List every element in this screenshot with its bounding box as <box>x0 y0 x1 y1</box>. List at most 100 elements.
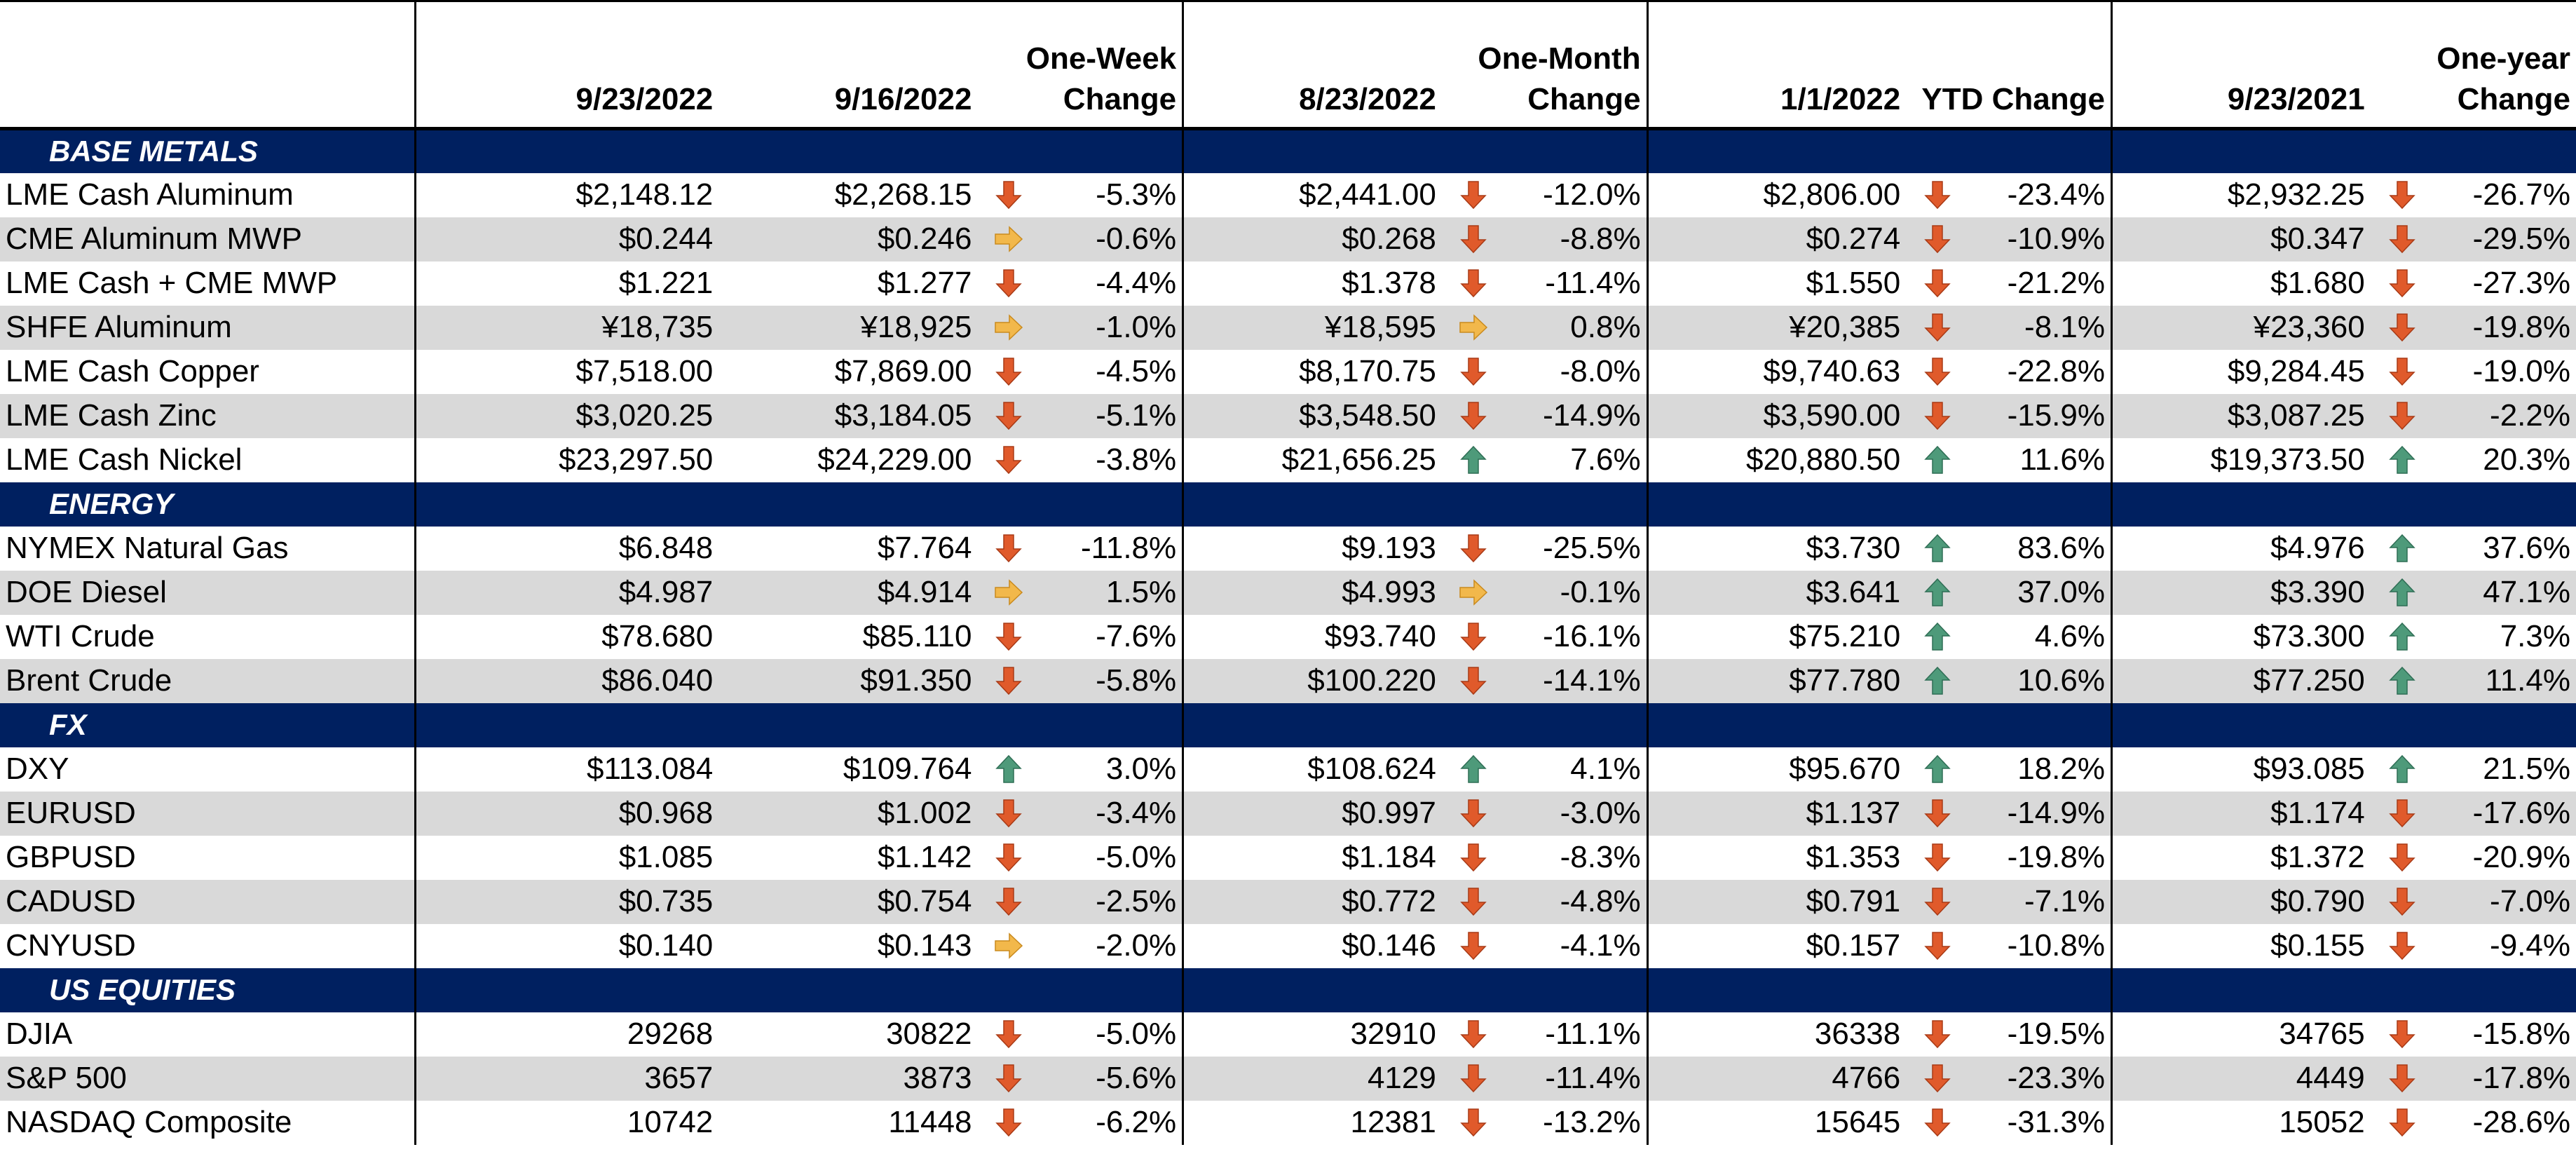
row-label: DJIA <box>6 1017 73 1051</box>
one-year-change: 21.5% <box>2483 752 2570 786</box>
ytd-arrow-icon <box>1906 747 1969 792</box>
value-one-year-ago: $0.155 <box>2110 923 2371 968</box>
section-title: BASE METALS <box>49 135 258 168</box>
ytd-arrow-icon <box>1906 615 1969 659</box>
value-year-start: $3.730 <box>1646 526 1907 571</box>
one-month-arrow-icon <box>1442 571 1505 615</box>
table-row: LME Cash Nickel $23,297.50 $24,229.00 -3.8%… <box>0 437 2576 482</box>
one-year-change: 47.1% <box>2483 575 2570 609</box>
one-week-arrow-icon <box>977 1057 1040 1101</box>
value-one-month-ago: $0.146 <box>1182 923 1442 968</box>
one-month-arrow-icon <box>1442 1012 1505 1057</box>
ytd-arrow-icon <box>1906 306 1969 350</box>
row-label: LME Cash Copper <box>6 354 259 388</box>
section-title: US EQUITIES <box>49 973 236 1006</box>
header-date-2: 9/16/2022 <box>718 1 978 130</box>
value-one-month-ago: $1.184 <box>1182 835 1442 880</box>
value-year-start: $77.780 <box>1646 658 1907 703</box>
section-fill-cell <box>1906 703 1969 747</box>
one-year-arrow-icon <box>2371 173 2434 217</box>
ytd-change: -22.8% <box>2007 354 2105 388</box>
section-fill-cell <box>414 702 719 747</box>
section-fill-cell <box>2110 702 2371 747</box>
section-fill-cell <box>1182 702 1442 747</box>
section-fill-cell <box>977 968 1040 1012</box>
one-week-change: -5.6% <box>1096 1061 1177 1095</box>
one-year-arrow-icon <box>2371 880 2434 924</box>
value-one-year-ago: $4.976 <box>2110 526 2371 571</box>
value-one-week-ago: $1.142 <box>877 840 972 874</box>
one-year-change: -19.0% <box>2472 354 2570 388</box>
value-one-month-ago: $3,548.50 <box>1182 393 1442 438</box>
row-label: EURUSD <box>6 796 136 830</box>
value-current: 29268 <box>414 1012 719 1057</box>
value-one-week-ago: $0.143 <box>877 928 972 963</box>
section-fill-cell <box>1504 482 1647 527</box>
one-year-change: -7.0% <box>2490 884 2570 918</box>
value-current: $2,148.12 <box>414 172 719 217</box>
section-fill-cell <box>1906 129 1969 173</box>
value-one-week-ago: $85.110 <box>862 619 972 653</box>
section-fill-cell <box>1442 703 1505 747</box>
one-month-arrow-icon <box>1442 350 1505 394</box>
one-year-arrow-icon <box>2371 1057 2434 1101</box>
one-year-change: -29.5% <box>2472 222 2570 256</box>
table-row: DOE Diesel $4.987 $4.914 1.5% $4.993 -0.1% $3.… <box>0 570 2576 615</box>
value-one-year-ago: $9,284.45 <box>2110 349 2371 394</box>
one-year-arrow-icon <box>2371 350 2434 394</box>
section-title: FX <box>49 708 87 741</box>
one-year-change: -17.6% <box>2472 796 2570 830</box>
value-current: $7,518.00 <box>414 349 719 394</box>
one-week-change: -4.5% <box>1096 354 1177 388</box>
header-one-year-line2: Change <box>2457 82 2570 116</box>
one-month-change: -8.3% <box>1560 840 1641 874</box>
one-month-change: -14.1% <box>1543 663 1641 698</box>
section-fill-cell <box>1646 702 1907 747</box>
section-fill-cell <box>1969 129 2112 173</box>
one-year-arrow-icon <box>2371 659 2434 703</box>
section-fill-cell <box>718 482 977 527</box>
value-current: $0.244 <box>414 217 719 262</box>
one-year-change: 37.6% <box>2483 531 2570 565</box>
section-fill-cell <box>414 482 719 527</box>
one-month-change: -11.1% <box>1545 1017 1641 1051</box>
section-header-row: US EQUITIES <box>0 968 2576 1012</box>
row-label: LME Cash Aluminum <box>6 177 294 212</box>
one-month-change: 0.8% <box>1570 310 1641 344</box>
ytd-arrow-icon <box>1906 438 1969 482</box>
one-week-change: -0.6% <box>1096 222 1177 256</box>
ytd-arrow-icon <box>1906 1101 1969 1145</box>
one-month-arrow-icon <box>1442 306 1505 350</box>
one-month-change: -4.8% <box>1560 884 1641 918</box>
ytd-arrow-icon <box>1906 527 1969 571</box>
value-one-week-ago: $1.002 <box>877 796 972 830</box>
one-week-change: -1.0% <box>1096 310 1177 344</box>
one-month-change: 7.6% <box>1570 442 1641 477</box>
one-week-change: -4.4% <box>1096 266 1177 300</box>
ytd-change: -10.8% <box>2007 928 2105 963</box>
one-year-arrow-icon <box>2371 747 2434 792</box>
one-week-change: -3.8% <box>1096 442 1177 477</box>
value-current: $1.085 <box>414 835 719 880</box>
value-year-start: $0.157 <box>1646 923 1907 968</box>
ytd-arrow-icon <box>1906 1057 1969 1101</box>
value-one-month-ago: $1.378 <box>1182 261 1442 306</box>
table-row: LME Cash Aluminum $2,148.12 $2,268.15 -5.3%… <box>0 172 2576 217</box>
value-year-start: $75.210 <box>1646 614 1907 659</box>
ytd-change: -15.9% <box>2007 398 2105 433</box>
section-fill-cell <box>2371 482 2434 527</box>
value-year-start: $20,880.50 <box>1646 437 1907 482</box>
one-year-change: -19.8% <box>2472 310 2570 344</box>
section-fill-cell <box>977 482 1040 527</box>
header-one-week-change: One-Week Change <box>977 1 1183 130</box>
value-one-year-ago: $0.790 <box>2110 879 2371 924</box>
row-label: GBPUSD <box>6 840 136 874</box>
table-row: WTI Crude $78.680 $85.110 -7.6% $93.740 -16.1… <box>0 614 2576 659</box>
value-one-week-ago: 11448 <box>888 1105 972 1139</box>
section-fill-cell <box>2433 968 2576 1012</box>
value-one-year-ago: $0.347 <box>2110 217 2371 262</box>
one-year-arrow-icon <box>2371 306 2434 350</box>
section-fill-cell <box>2371 129 2434 173</box>
value-one-week-ago: $7,869.00 <box>834 354 972 388</box>
